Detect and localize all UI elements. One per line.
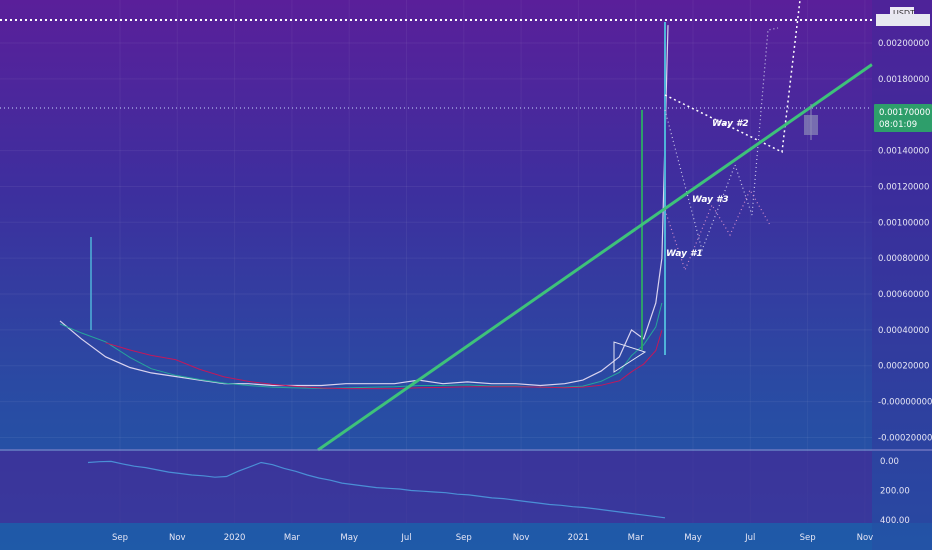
y-tick-label: 0.00020000	[878, 362, 929, 372]
x-tick-label: Mar	[284, 533, 301, 543]
current-price-tag: 0.00170000 08:01:09	[874, 104, 932, 132]
indicator-tick-label: 0.00	[880, 457, 899, 467]
indicator-pane	[0, 451, 872, 523]
y-tick-label: 0.00100000	[878, 218, 929, 228]
x-tick-label: Jul	[400, 533, 411, 543]
y-tick-label: -0.00000000	[878, 398, 932, 408]
annotation-way-3: Way #3	[692, 195, 729, 205]
x-tick-label: May	[340, 533, 358, 543]
ath-price-box	[876, 14, 930, 26]
trend-line	[317, 63, 873, 452]
x-tick-label: Sep	[800, 533, 816, 543]
triangle-pattern	[613, 341, 647, 373]
y-tick-label: 0.00120000	[878, 182, 929, 192]
currency-label: USDT	[893, 9, 915, 18]
projection-way-3	[664, 27, 779, 252]
x-tick-label: Jul	[744, 533, 755, 543]
grid-lines	[0, 0, 872, 523]
annotation-way-2: Way #2	[712, 119, 749, 129]
y-tick-label: 0.00180000	[878, 75, 929, 85]
x-tick-label: Sep	[112, 533, 128, 543]
indicator-axis: 0.00 200.00 400.00	[880, 457, 910, 526]
price-line	[59, 25, 669, 387]
y-tick-label: 0.00140000	[878, 147, 929, 157]
y-tick-label: 0.00080000	[878, 254, 929, 264]
indicator-tick-label: 400.00	[880, 516, 910, 526]
y-tick-label: -0.00020000	[878, 433, 932, 443]
y-tick-label: 0.00200000	[878, 39, 929, 49]
indicator-line	[87, 460, 666, 519]
x-tick-label: Nov	[857, 533, 874, 543]
x-tick-label: Nov	[169, 533, 186, 543]
countdown-value: 08:01:09	[879, 120, 917, 130]
current-price-value: 0.00170000	[879, 108, 930, 118]
x-tick-label: May	[684, 533, 702, 543]
x-tick-label: 2021	[568, 533, 590, 543]
moving-average-line-slow	[105, 330, 663, 390]
x-tick-label: Sep	[456, 533, 472, 543]
price-axis: 0.00200000 0.00180000 0.00140000 0.00120000…	[878, 39, 932, 443]
x-tick-label: 2020	[224, 533, 246, 543]
annotation-way-1: Way #1	[666, 249, 703, 259]
moving-average-line	[59, 302, 663, 390]
indicator-tick-label: 200.00	[880, 487, 910, 497]
projection-way-2	[664, 0, 801, 154]
time-axis-panel	[0, 523, 932, 550]
x-tick-label: Nov	[513, 533, 530, 543]
time-axis: Sep Nov 2020 Mar May Jul Sep Nov 2021 Mar May Jul Se…	[112, 533, 873, 543]
x-tick-label: Mar	[628, 533, 645, 543]
projection-way-1	[664, 188, 771, 272]
y-tick-label: 0.00040000	[878, 326, 929, 336]
y-tick-label: 0.00060000	[878, 290, 929, 300]
price-axis-panel	[872, 0, 932, 550]
